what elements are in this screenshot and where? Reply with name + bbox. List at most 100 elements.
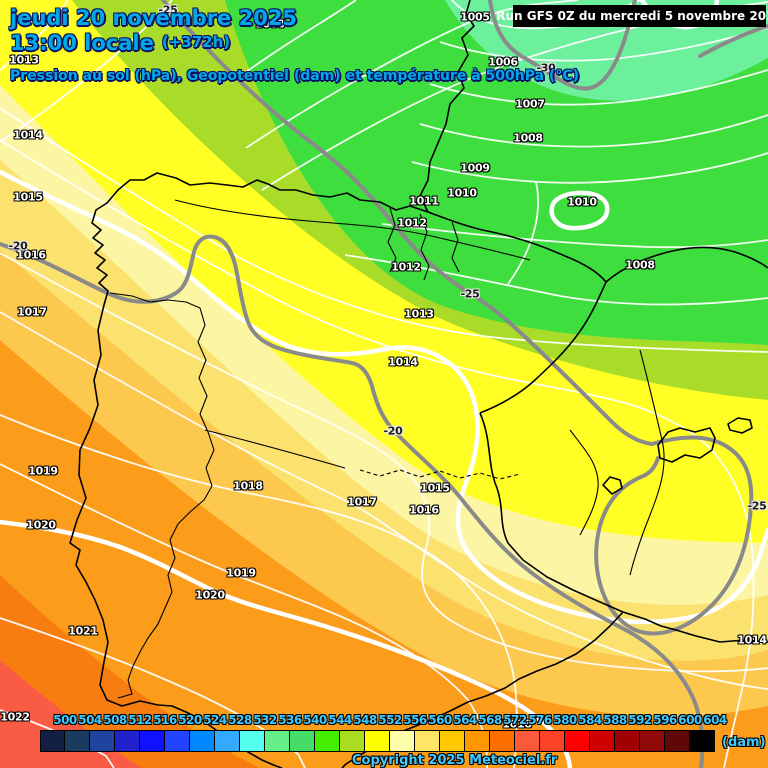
- colorbar-value: 588: [603, 713, 627, 727]
- colorbar-swatch: [615, 730, 640, 752]
- pressure-label: 1016: [16, 248, 46, 262]
- pressure-label: 1013: [404, 307, 434, 321]
- run-info-box: Run GFS 0Z du mercredi 5 novembre 2025: [496, 5, 768, 27]
- forecast-time: 13:00 locale (+372h): [10, 31, 230, 55]
- temperature-label: -25: [747, 499, 767, 513]
- forecast-offset: (+372h): [161, 33, 231, 51]
- forecast-date: jeudi 20 novembre 2025: [10, 6, 298, 30]
- colorbar: [40, 730, 715, 752]
- colorbar-unit: (dam): [722, 735, 766, 750]
- colorbar-swatch: [390, 730, 415, 752]
- colorbar-value: 536: [278, 713, 302, 727]
- colorbar-swatch: [565, 730, 590, 752]
- pressure-label: 1017: [17, 305, 47, 319]
- pressure-label: 1008: [255, 17, 285, 31]
- colorbar-swatch: [165, 730, 190, 752]
- colorbar-value: 584: [578, 713, 602, 727]
- pressure-label: 1012: [391, 260, 421, 274]
- colorbar-value: 516: [153, 713, 177, 727]
- map-subtitle: Pression au sol (hPa), Geopotentiel (dam…: [10, 68, 579, 84]
- pressure-label: 1018: [502, 717, 532, 731]
- colorbar-swatch: [90, 730, 115, 752]
- colorbar-value: 540: [303, 713, 327, 727]
- colorbar-value: 548: [353, 713, 377, 727]
- pressure-label: 1019: [28, 464, 58, 478]
- pressure-label: 1014: [13, 128, 43, 142]
- colorbar-swatch: [515, 730, 540, 752]
- colorbar-value: 508: [103, 713, 127, 727]
- pressure-label: 1017: [347, 495, 377, 509]
- temperature-label: -25: [158, 3, 178, 17]
- colorbar-swatch: [265, 730, 290, 752]
- colorbar-swatch: [640, 730, 665, 752]
- colorbar-value: 556: [403, 713, 427, 727]
- pressure-label: 1022: [0, 710, 30, 724]
- colorbar-value: 564: [453, 713, 477, 727]
- temperature-label: -20: [383, 424, 403, 438]
- pressure-label: 1007: [515, 97, 545, 111]
- colorbar-swatch: [115, 730, 140, 752]
- colorbar-value: 572: [503, 713, 527, 727]
- colorbar-swatch: [415, 730, 440, 752]
- colorbar-swatch: [340, 730, 365, 752]
- pressure-label: 1014: [737, 633, 767, 647]
- colorbar-swatch: [190, 730, 215, 752]
- colorbar-swatch: [490, 730, 515, 752]
- colorbar-swatch: [540, 730, 565, 752]
- colorbar-value: 592: [628, 713, 652, 727]
- pressure-label: 1019: [226, 566, 256, 580]
- colorbar-swatch: [65, 730, 90, 752]
- colorbar-swatch: [290, 730, 315, 752]
- pressure-label: 1009: [460, 161, 490, 175]
- colorbar-value: 532: [253, 713, 277, 727]
- colorbar-value: 568: [478, 713, 502, 727]
- forecast-time-text: 13:00 locale: [10, 31, 154, 55]
- colorbar-swatch: [365, 730, 390, 752]
- colorbar-swatch: [315, 730, 340, 752]
- colorbar-value: 576: [528, 713, 552, 727]
- colorbar-swatch: [590, 730, 615, 752]
- pressure-label: 1015: [420, 481, 450, 495]
- colorbar-value: 500: [53, 713, 77, 727]
- colorbar-swatch: [215, 730, 240, 752]
- colorbar-swatch: [665, 730, 690, 752]
- colorbar-swatch: [465, 730, 490, 752]
- colorbar-swatch: [240, 730, 265, 752]
- internal-borders: [109, 199, 665, 699]
- temperature-label: -25: [460, 287, 480, 301]
- temperature-label: -20: [8, 239, 28, 253]
- colorbar-value: 600: [678, 713, 702, 727]
- pressure-label: 1020: [195, 588, 225, 602]
- colorbar-value: 524: [203, 713, 227, 727]
- temperature-label: -30: [536, 61, 556, 75]
- pressure-label: 1021: [68, 624, 98, 638]
- pressure-label: 1008: [625, 258, 655, 272]
- pressure-label: 1012: [397, 216, 427, 230]
- colorbar-value: 596: [653, 713, 677, 727]
- pressure-label: 1011: [409, 194, 439, 208]
- colorbar-swatch: [140, 730, 165, 752]
- pressure-label: 1014: [388, 355, 418, 369]
- coastlines: [69, 0, 768, 768]
- pressure-label: 1008: [513, 131, 543, 145]
- pressure-label: 1005: [460, 10, 490, 24]
- colorbar-swatch: [40, 730, 65, 752]
- colorbar-value: 528: [228, 713, 252, 727]
- colorbar-swatch: [440, 730, 465, 752]
- copyright-text: Copyright 2025 Meteociel.fr: [352, 753, 558, 768]
- colorbar-value: 580: [553, 713, 577, 727]
- pressure-label: 1020: [26, 518, 56, 532]
- pressure-label: 1013: [9, 53, 39, 67]
- colorbar-value: 520: [178, 713, 202, 727]
- colorbar-value: 560: [428, 713, 452, 727]
- colorbar-value: 604: [703, 713, 727, 727]
- colorbar-swatch: [690, 730, 715, 752]
- pressure-label: 1018: [233, 479, 263, 493]
- pressure-label: 1010: [567, 195, 597, 209]
- colorbar-value: 504: [78, 713, 102, 727]
- pressure-label: 1006: [488, 55, 518, 69]
